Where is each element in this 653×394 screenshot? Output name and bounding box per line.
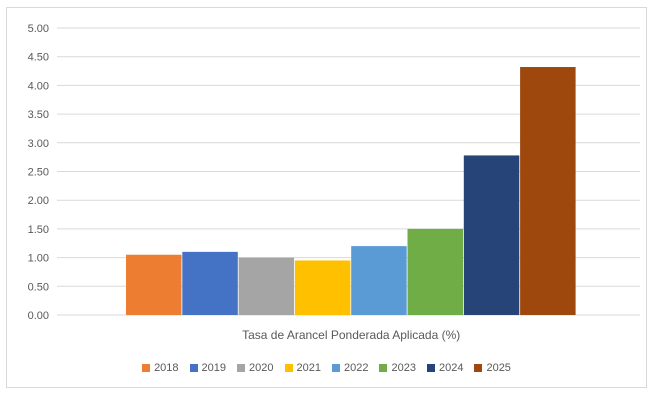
bar-2023 <box>407 228 463 315</box>
y-tick-label: 1.50 <box>28 224 49 236</box>
legend-swatch <box>474 364 483 372</box>
legend-swatch <box>332 364 340 372</box>
legend: 2018 2019 2020 2021 2022 2023 2024 2025 <box>0 362 653 374</box>
bar-2020 <box>238 257 295 315</box>
legend-swatch <box>142 364 151 372</box>
y-tick-label: 0.50 <box>28 281 49 293</box>
bar-2021 <box>294 260 351 315</box>
y-axis: 0.00 0.50 1.00 1.50 2.00 2.50 3.00 3.50 4.00 4.50… <box>28 23 49 322</box>
y-tick-label: 0.00 <box>28 310 49 322</box>
y-tick-label: 1.00 <box>28 253 49 265</box>
legend-swatch <box>379 364 388 372</box>
y-tick-label: 2.50 <box>28 167 49 179</box>
legend-label: 2020 <box>249 362 274 374</box>
legend-item-2021: 2021 <box>284 362 321 374</box>
legend-item-2022: 2022 <box>332 362 368 374</box>
bars <box>126 67 576 315</box>
legend-label: 2019 <box>201 362 227 374</box>
legend-label: 2022 <box>344 362 369 374</box>
legend-swatch <box>284 364 293 372</box>
bar-2019 <box>182 251 238 315</box>
y-tick-label: 3.50 <box>28 109 49 121</box>
legend-label: 2025 <box>486 362 511 374</box>
legend-swatch <box>189 364 198 372</box>
x-category-label: Tasa de Arancel Ponderada Aplicada (%) <box>242 328 460 342</box>
legend-swatch <box>237 364 246 372</box>
legend-label: 2021 <box>296 362 321 374</box>
y-tick-label: 4.00 <box>28 80 49 92</box>
bar-2018 <box>126 254 182 315</box>
legend-item-2025: 2025 <box>474 362 511 374</box>
legend-item-2024: 2024 <box>426 362 464 374</box>
x-axis: Tasa de Arancel Ponderada Aplicada (%) <box>242 328 460 342</box>
bar-2024 <box>463 155 520 315</box>
legend-swatch <box>426 364 435 372</box>
bar-2022 <box>351 246 407 315</box>
legend-label: 2018 <box>154 362 179 374</box>
y-tick-label: 4.50 <box>28 52 49 64</box>
legend-item-2018: 2018 <box>142 362 179 374</box>
y-tick-label: 3.00 <box>28 138 49 150</box>
y-tick-label: 5.00 <box>28 23 49 35</box>
legend-item-2019: 2019 <box>189 362 227 374</box>
legend-item-2023: 2023 <box>379 362 416 374</box>
legend-item-2020: 2020 <box>237 362 274 374</box>
legend-label: 2023 <box>391 362 416 374</box>
bar-2025 <box>520 67 576 315</box>
y-tick-label: 2.00 <box>28 195 49 207</box>
legend-label: 2024 <box>438 362 464 374</box>
